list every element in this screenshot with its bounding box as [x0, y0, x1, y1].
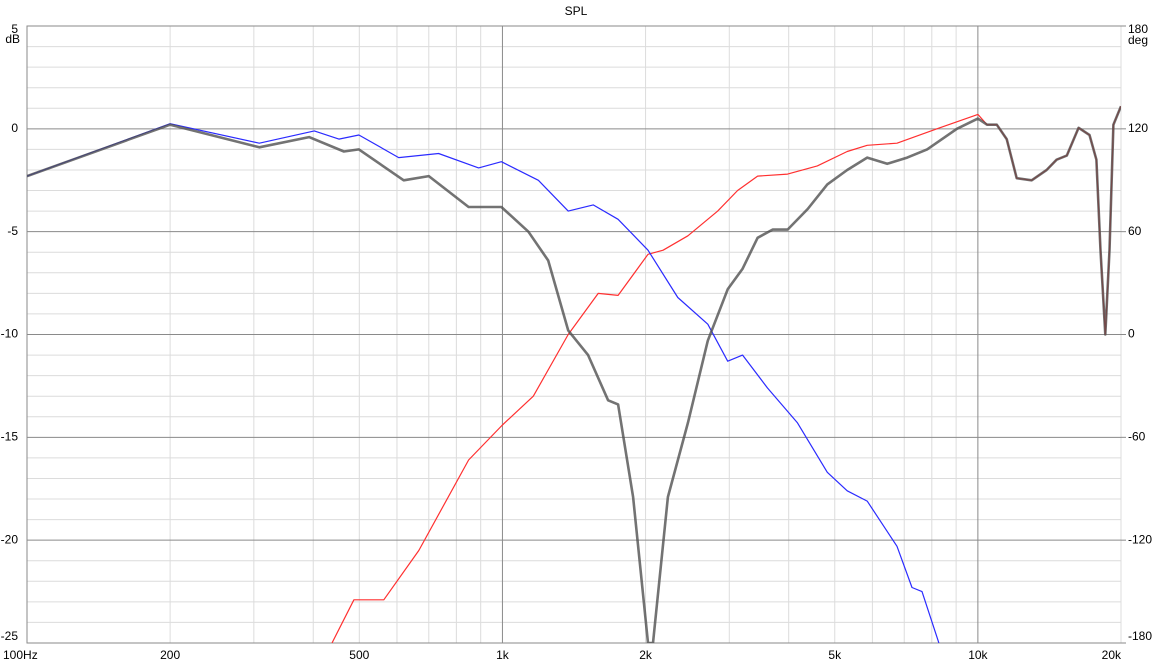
y2-tick-label: -60	[1128, 430, 1146, 444]
y-tick-label: -10	[1, 327, 19, 341]
x-tick-label: 5k	[828, 648, 842, 662]
y2-tick-label: 0	[1128, 327, 1135, 341]
y-tick-label: -20	[1, 532, 19, 546]
x-tick-label: 2k	[639, 648, 653, 662]
y2-tick-label: 60	[1128, 224, 1142, 238]
grid	[26, 25, 1122, 644]
y-unit: dB	[5, 32, 20, 46]
y-tick-label: -5	[7, 224, 18, 238]
y-tick-label: -25	[1, 629, 19, 643]
lines	[27, 105, 1121, 643]
y2-tick-label: 120	[1128, 121, 1148, 135]
y2-tick-label: -180	[1128, 629, 1152, 643]
y2-tick-label: 180	[1128, 22, 1148, 36]
y-tick-label: 0	[11, 121, 18, 135]
y-tick-label: 5	[11, 22, 18, 36]
series-line	[27, 105, 1121, 643]
y2-unit: deg	[1128, 33, 1148, 47]
x-tick-label: 1k	[496, 648, 510, 662]
x-tick-label: 100Hz	[3, 648, 38, 662]
y-tick-label: -15	[1, 430, 19, 444]
y2-tick-label: -120	[1128, 532, 1152, 546]
x-tick-label: 20k	[1102, 648, 1122, 662]
x-tick-label: 10k	[968, 648, 988, 662]
x-tick-label: 500	[349, 648, 369, 662]
x-tick-label: 200	[160, 648, 180, 662]
chart-title: SPL	[565, 4, 588, 18]
series-line	[27, 123, 940, 643]
